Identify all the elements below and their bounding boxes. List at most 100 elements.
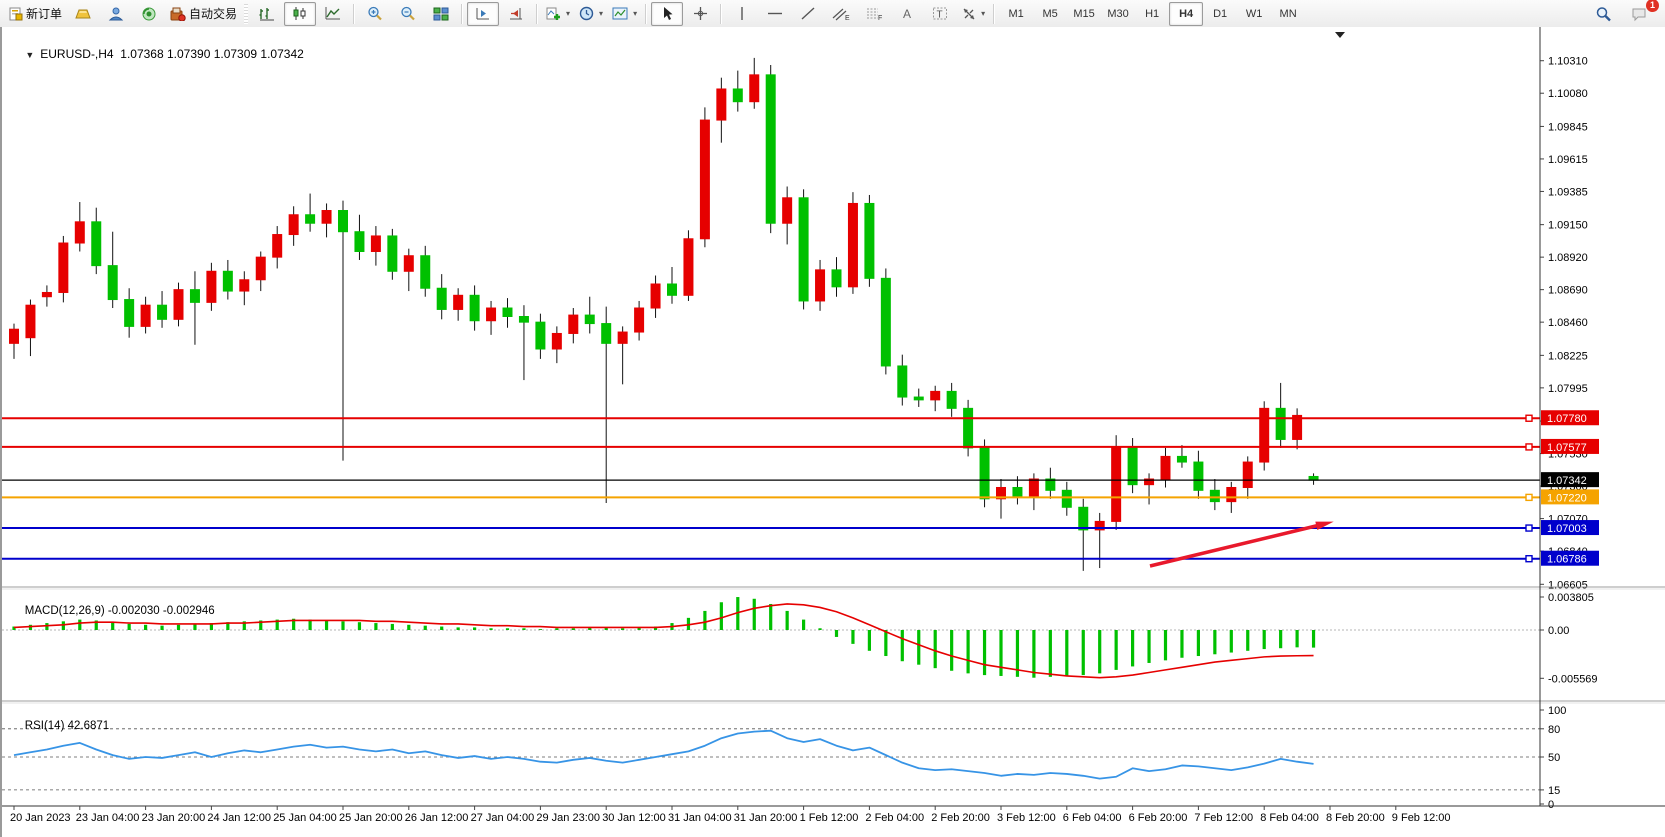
timeframe-mn[interactable]: MN <box>1279 7 1297 20</box>
timeframe-m30[interactable]: M30 <box>1107 7 1129 20</box>
crosshair-button[interactable] <box>684 2 716 26</box>
candle <box>864 194 875 287</box>
candle <box>288 206 299 246</box>
equidistant-channel-button[interactable]: E <box>825 2 857 26</box>
vertical-line-button[interactable] <box>726 2 758 26</box>
arrows-icon <box>963 8 975 20</box>
bear-candle-body <box>584 314 595 325</box>
bull-candle-body <box>551 332 562 350</box>
accounts-button[interactable] <box>100 2 132 26</box>
chart-shift-button[interactable] <box>500 2 532 26</box>
add-indicator-button[interactable]: ▾ <box>542 2 574 26</box>
zoom-out-button[interactable] <box>392 2 424 26</box>
rsi-level-label: 0 <box>1548 799 1554 811</box>
chart-collapse-arrow[interactable]: ▼ <box>25 50 35 60</box>
arrows-button[interactable]: ▾ <box>957 2 989 26</box>
rsi-line <box>13 729 1314 780</box>
chart-title-row: ▼ EURUSD-,H4 1.07368 1.07390 1.07309 1.07… <box>12 33 303 75</box>
time-tick-label: 26 Jan 12:00 <box>405 812 469 824</box>
search-icon <box>1596 6 1611 21</box>
rsi-level-label: 80 <box>1548 724 1560 736</box>
bull-candle-body <box>1160 455 1171 480</box>
timeframe-h4[interactable]: H4 <box>1169 1 1204 26</box>
bear-candle-body <box>502 307 513 318</box>
candle <box>272 226 283 269</box>
candle <box>1242 456 1253 499</box>
horizontal-line-button[interactable] <box>759 2 791 26</box>
bear-candle-body <box>963 407 974 449</box>
timeframe-h1[interactable]: H1 <box>1145 7 1160 20</box>
chart-shift-icon <box>510 8 523 20</box>
line-handle[interactable] <box>1525 414 1533 422</box>
trend-arrow[interactable] <box>1149 521 1334 568</box>
line-handle[interactable] <box>1525 524 1533 532</box>
bull-candle-body <box>634 307 645 333</box>
zoom-in-button[interactable] <box>359 2 391 26</box>
line-handle[interactable] <box>1525 493 1533 502</box>
candle <box>1292 408 1303 450</box>
time-tick-label: 23 Jan 04:00 <box>76 812 140 824</box>
notification-badge: 1 <box>1646 0 1659 12</box>
notifications-button[interactable]: 1 <box>1623 0 1659 26</box>
time-tick-label: 1 Feb 12:00 <box>800 812 859 824</box>
dropdown-arrow-icon: ▾ <box>981 9 986 18</box>
candle <box>551 326 562 364</box>
price-tick-label: 1.09385 <box>1548 186 1588 198</box>
timeframe-d1[interactable]: D1 <box>1213 7 1228 20</box>
candle <box>124 288 135 338</box>
text-label-button[interactable]: T <box>924 2 956 26</box>
bull-candle-body <box>453 294 464 310</box>
bar-chart-button[interactable] <box>251 2 283 26</box>
rsi-level-label: 100 <box>1548 705 1566 717</box>
bull-candle-body <box>782 197 793 224</box>
bull-candle-body <box>568 314 579 334</box>
chart-canvas[interactable]: 1.10310 1.10080 1.09845 1.09615 1.09385 1.091… <box>2 27 1665 837</box>
periods-button[interactable]: ▾ <box>575 2 607 26</box>
tile-windows-button[interactable] <box>425 2 457 26</box>
chart-shift-marker[interactable] <box>1335 32 1345 38</box>
toolbar-grip <box>244 3 249 24</box>
rsi-name: RSI(14) <box>24 720 65 732</box>
timeframe-m5[interactable]: M5 <box>1042 7 1058 20</box>
candle <box>1045 467 1056 499</box>
candle <box>732 70 743 112</box>
bear-candle-body <box>338 210 348 233</box>
macd-tick-label: 0.00 <box>1548 625 1569 637</box>
candle <box>749 57 760 109</box>
candle <box>436 274 447 320</box>
time-tick-label: 24 Jan 12:00 <box>207 812 271 824</box>
text-button[interactable]: A <box>891 2 923 26</box>
time-tick-label: 8 Feb 04:00 <box>1260 812 1319 824</box>
candlestick-chart-button[interactable] <box>284 1 317 26</box>
new-order-button[interactable]: 新订单 <box>4 2 66 26</box>
bear-candle-body <box>91 221 102 267</box>
bull-candle-body <box>815 269 826 302</box>
price-tag-label: 1.07577 <box>1547 442 1587 454</box>
timeframe-m15[interactable]: M15 <box>1073 7 1095 20</box>
timeframe-w1[interactable]: W1 <box>1245 7 1263 20</box>
rsi-level-label: 15 <box>1548 785 1560 797</box>
timeframe-m1[interactable]: M1 <box>1008 7 1024 20</box>
line-chart-button[interactable] <box>317 2 349 26</box>
auto-scroll-button[interactable] <box>467 1 500 26</box>
line-handle[interactable] <box>1525 555 1533 563</box>
chart-window[interactable]: 1.10310 1.10080 1.09845 1.09615 1.09385 1.091… <box>0 27 1665 837</box>
templates-button[interactable]: ▾ <box>608 2 641 26</box>
broadcast-button[interactable] <box>133 2 165 26</box>
macd-signal-value: -0.002946 <box>162 605 215 617</box>
trendline-button[interactable] <box>792 2 824 26</box>
search-button[interactable] <box>1587 2 1619 26</box>
auto-trading-button[interactable]: 自动交易 <box>166 2 241 26</box>
fibonacci-button[interactable]: F <box>858 2 890 26</box>
bull-candle-body <box>206 270 217 303</box>
cursor-button[interactable] <box>651 1 684 26</box>
bull-candle-body <box>749 74 760 103</box>
bull-candle-body <box>847 202 858 288</box>
gold-button[interactable] <box>67 2 99 26</box>
price-tag <box>1541 410 1599 426</box>
candle <box>206 262 217 311</box>
candle <box>1061 481 1072 516</box>
line-handle[interactable] <box>1525 443 1533 451</box>
macd-tick-label: -0.005569 <box>1548 673 1598 685</box>
time-tick-label: 2 Feb 04:00 <box>865 812 924 824</box>
